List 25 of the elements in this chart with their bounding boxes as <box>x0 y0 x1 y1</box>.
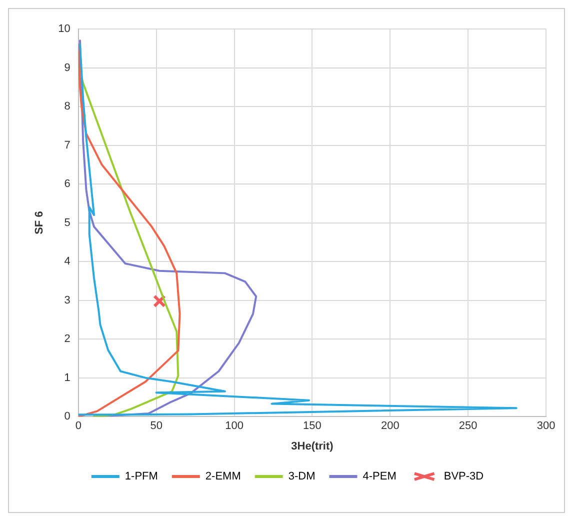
legend-label: 3-DM <box>288 470 316 483</box>
y-tick-label: 7 <box>64 139 70 152</box>
legend-label: BVP-3D <box>444 470 484 483</box>
y-tick-label: 3 <box>64 294 70 306</box>
y-tick-label: 0 <box>64 410 70 423</box>
x-tick-label: 250 <box>458 420 478 432</box>
y-tick-label: 9 <box>64 62 70 74</box>
x-tick-label: 300 <box>536 420 556 432</box>
legend-label: 4-PEM <box>362 470 396 483</box>
legend-label: 2-EMM <box>205 470 241 483</box>
x-tick-label: 50 <box>150 420 162 432</box>
x-tick-label: 150 <box>303 420 322 432</box>
x-tick-label: 200 <box>380 420 400 432</box>
y-axis-title: SF 6 <box>34 211 46 234</box>
y-tick-label: 1 <box>64 372 70 384</box>
y-tick-label: 6 <box>64 178 70 190</box>
y-tick-label: 4 <box>64 256 70 268</box>
y-tick-label: 8 <box>64 100 70 113</box>
legend-label: 1-PFM <box>124 470 158 483</box>
x-tick-label: 100 <box>225 420 244 432</box>
y-tick-label: 10 <box>58 23 70 36</box>
y-tick-label: 2 <box>64 333 70 346</box>
x-axis-title: 3He(trit) <box>291 440 334 452</box>
y-tick-label: 5 <box>64 216 70 229</box>
x-tick-label: 0 <box>75 420 82 432</box>
